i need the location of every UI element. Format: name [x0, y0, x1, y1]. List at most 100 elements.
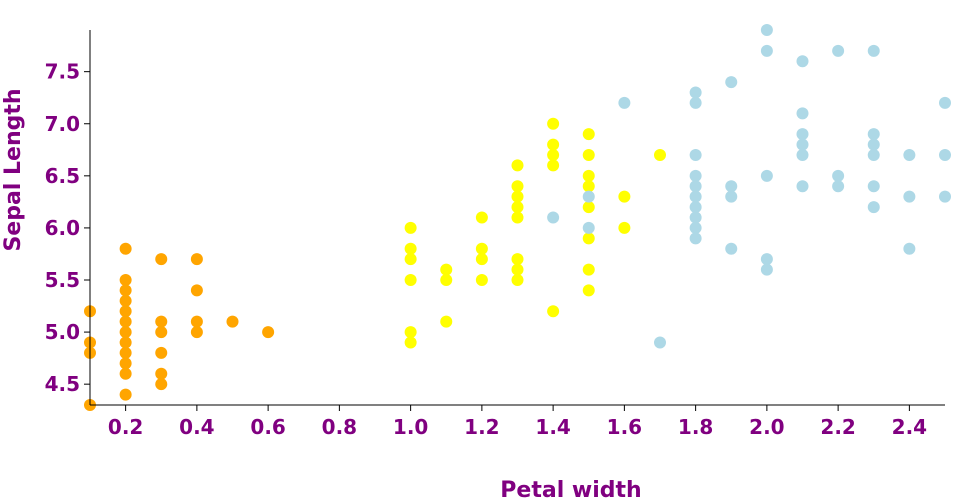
scatter-point — [155, 326, 168, 339]
scatter-point — [689, 96, 702, 109]
scatter-point — [796, 138, 809, 151]
scatter-point — [832, 180, 845, 193]
y-tick-label: 6.5 — [45, 164, 80, 188]
scatter-point — [547, 305, 560, 318]
scatter-point — [796, 149, 809, 161]
scatter-point — [511, 159, 524, 172]
x-tick-label: 1.6 — [607, 415, 642, 439]
scatter-point — [190, 326, 203, 339]
x-axis-ticks: 0.2 0.4 0.6 0.8 1.0 1.2 1.4 1.6 1.8 2.0 2.2 2.4 — [108, 405, 927, 439]
scatter-point — [760, 263, 773, 276]
scatter-point — [226, 315, 239, 328]
scatter-point — [262, 326, 275, 339]
scatter-point — [760, 44, 773, 57]
scatter-point — [903, 149, 916, 161]
x-tick-label: 1.0 — [393, 415, 428, 439]
scatter-point — [440, 274, 453, 286]
scatter-point — [689, 201, 702, 214]
scatter-point — [725, 190, 738, 203]
scatter-point — [796, 107, 809, 120]
scatter-point — [760, 253, 773, 266]
x-tick-label: 2.0 — [749, 415, 784, 439]
scatter-point — [119, 284, 132, 297]
y-tick-label: 5.0 — [45, 320, 80, 344]
scatter-point — [689, 232, 702, 245]
scatter-point — [867, 149, 880, 161]
scatter-point — [404, 326, 417, 339]
scatter-point — [190, 284, 203, 297]
x-tick-label: 1.2 — [464, 415, 499, 439]
y-tick-label: 7.5 — [45, 60, 80, 84]
scatter-point — [119, 242, 132, 255]
scatter-point — [582, 128, 595, 141]
scatter-point — [654, 336, 666, 349]
scatter-point — [119, 346, 132, 359]
scatter-point — [119, 388, 132, 401]
scatter-point — [582, 180, 595, 193]
scatter-point — [511, 211, 524, 224]
scatter-point — [582, 190, 595, 203]
scatter-point — [582, 263, 595, 276]
y-axis-title: Sepal Length — [1, 88, 26, 251]
scatter-point — [725, 76, 738, 89]
scatter-point — [155, 378, 168, 391]
scatter-point — [867, 128, 880, 141]
scatter-point — [190, 315, 203, 328]
x-tick-label: 0.8 — [322, 415, 357, 439]
scatter-point — [511, 201, 524, 214]
scatter-point — [582, 232, 595, 245]
scatter-point — [582, 221, 595, 234]
scatter-point — [475, 274, 488, 286]
scatter-point — [939, 96, 951, 109]
scatter-point — [475, 242, 488, 255]
scatter-point — [582, 169, 595, 182]
scatter-point — [939, 149, 951, 161]
scatter-point — [867, 201, 880, 214]
x-tick-label: 1.4 — [535, 415, 570, 439]
scatter-point — [404, 274, 417, 286]
axes-layer: 0.2 0.4 0.6 0.8 1.0 1.2 1.4 1.6 1.8 2.0 2.2 2.4 4.5… — [45, 30, 945, 439]
scatter-point — [689, 180, 702, 193]
scatter-point — [547, 138, 560, 151]
y-tick-label: 5.5 — [45, 268, 80, 292]
x-tick-label: 0.4 — [179, 415, 214, 439]
scatter-point — [689, 86, 702, 99]
x-axis-title: Petal width — [500, 478, 641, 500]
x-tick-label: 0.2 — [108, 415, 143, 439]
scatter-point — [119, 315, 132, 328]
scatter-point — [796, 128, 809, 141]
scatter-point — [547, 211, 560, 224]
scatter-point — [404, 336, 417, 349]
scatter-point — [582, 149, 595, 161]
scatter-point — [119, 326, 132, 339]
scatter-point — [654, 149, 666, 161]
scatter-point — [404, 242, 417, 255]
scatter-point — [404, 253, 417, 266]
scatter-point — [119, 336, 132, 349]
scatter-point — [511, 274, 524, 286]
scatter-point — [689, 149, 702, 161]
scatter-point — [689, 211, 702, 224]
scatter-point — [475, 211, 488, 224]
scatter-point — [547, 117, 560, 130]
scatter-point — [119, 294, 132, 307]
scatter-point — [689, 221, 702, 234]
scatter-point — [119, 367, 132, 380]
scatter-point — [760, 169, 773, 182]
scatter-point — [547, 149, 560, 161]
y-axis-ticks: 4.5 5.0 5.5 6.0 6.5 7.0 7.5 — [45, 60, 90, 396]
y-tick-label: 7.0 — [45, 112, 80, 136]
scatter-point — [618, 190, 631, 203]
y-tick-label: 4.5 — [45, 372, 80, 396]
scatter-point — [119, 305, 132, 318]
x-tick-label: 1.8 — [678, 415, 713, 439]
points-layer — [84, 24, 951, 411]
x-tick-label: 2.2 — [820, 415, 855, 439]
scatter-point — [511, 180, 524, 193]
scatter-point — [582, 284, 595, 297]
scatter-point — [511, 263, 524, 276]
scatter-point — [903, 190, 916, 203]
scatter-point — [475, 253, 488, 266]
scatter-point — [511, 253, 524, 266]
